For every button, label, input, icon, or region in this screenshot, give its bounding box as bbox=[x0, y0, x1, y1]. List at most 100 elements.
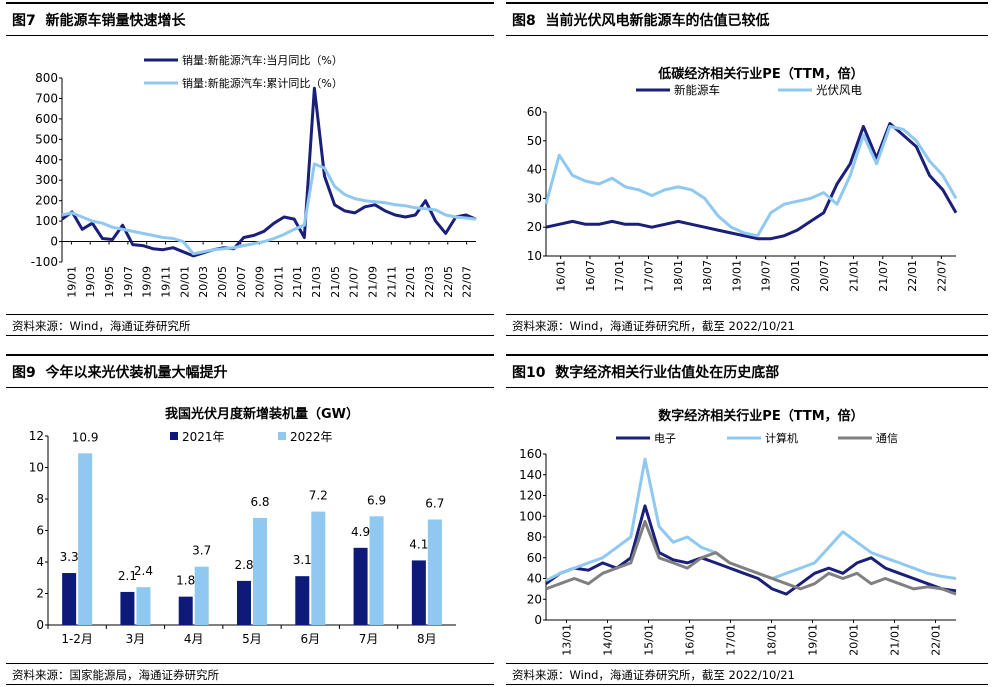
x-tick-label: 20/05 bbox=[216, 266, 229, 298]
x-tick-label: 19/01 bbox=[730, 260, 743, 292]
x-tick-label: 19/03 bbox=[84, 266, 97, 298]
y-tick-label: 40 bbox=[527, 572, 542, 586]
chart-fig9: 我国光伏月度新增装机量（GW） 0 2 4 6 8 10 12 1-2月 3.3 10.9 3月 2.1… bbox=[29, 406, 456, 646]
data-label: 4.1 bbox=[409, 537, 428, 551]
bar-2021 bbox=[411, 560, 426, 625]
data-label: 6.9 bbox=[367, 493, 386, 507]
y-tick-label: -100 bbox=[31, 255, 58, 269]
chart-title: 我国光伏月度新增装机量（GW） bbox=[165, 406, 359, 422]
y-tick-label: 100 bbox=[35, 214, 58, 228]
x-tick-label: 20/07 bbox=[235, 266, 248, 298]
data-label: 10.9 bbox=[72, 430, 99, 444]
x-tick-label: 7月 bbox=[359, 632, 379, 646]
legend-label: 销量:新能源汽车:当月同比（%） bbox=[182, 53, 343, 67]
y-tick-label: 60 bbox=[527, 105, 542, 119]
x-tick-label: 1-2月 bbox=[61, 632, 93, 646]
bar-2021 bbox=[62, 573, 77, 625]
data-label: 1.8 bbox=[176, 574, 195, 588]
x-tick-label: 22/01 bbox=[930, 624, 943, 656]
legend-label: 销量:新能源汽车:累计同比（%） bbox=[182, 76, 343, 90]
bar-2022 bbox=[136, 587, 151, 625]
y-tick-label: 0 bbox=[36, 618, 44, 632]
x-tick-label: 19/07 bbox=[122, 266, 135, 298]
source-text: 资料来源：国家能源局，海通证券研究所 bbox=[12, 668, 219, 682]
x-tick-label: 5月 bbox=[242, 632, 262, 646]
legend-label: 2022年 bbox=[290, 430, 333, 444]
x-tick-label: 16/01 bbox=[555, 260, 568, 292]
x-tick-label: 19/01 bbox=[65, 266, 78, 298]
fig-label: 图8 bbox=[512, 13, 536, 29]
y-tick-label: 6 bbox=[36, 524, 44, 538]
bar-2022 bbox=[78, 453, 93, 625]
y-tick-label: 50 bbox=[527, 134, 542, 148]
x-tick-label: 20/01 bbox=[848, 624, 861, 656]
source-bar: 资料来源：国家能源局，海通证券研究所 bbox=[6, 663, 494, 685]
x-tick-label: 21/05 bbox=[329, 266, 342, 298]
x-tick-label: 20/01 bbox=[789, 260, 802, 292]
fig-title: 数字经济相关行业估值处在历史底部 bbox=[555, 365, 780, 381]
data-label: 6.7 bbox=[425, 496, 444, 510]
panel-header: 图9 今年以来光伏装机量大幅提升 bbox=[6, 354, 494, 388]
y-tick-label: 300 bbox=[35, 173, 58, 187]
legend-label: 2021年 bbox=[182, 430, 225, 444]
x-tick-label: 17/07 bbox=[643, 260, 656, 292]
x-tick-label: 21/01 bbox=[291, 266, 304, 298]
legend-swatch bbox=[278, 432, 286, 440]
y-tick-label: 10 bbox=[29, 461, 44, 475]
x-tick-label: 21/09 bbox=[367, 266, 380, 298]
legend-label: 通信 bbox=[876, 432, 898, 445]
bar-2022 bbox=[311, 511, 326, 625]
fig-label: 图10 bbox=[512, 365, 546, 381]
panel-header: 图8 当前光伏风电新能源车的估值已较低 bbox=[506, 2, 988, 36]
x-tick-label: 19/05 bbox=[103, 266, 116, 298]
y-tick-label: 600 bbox=[35, 112, 58, 126]
x-tick-label: 21/03 bbox=[310, 266, 323, 298]
panel-fig10: 图10 数字经济相关行业估值处在历史底部 数字经济相关行业PE（TTM，倍） 0 2… bbox=[506, 354, 988, 685]
x-tick-label: 18/07 bbox=[701, 260, 714, 292]
fig-label: 图9 bbox=[12, 365, 36, 381]
y-tick-label: 20 bbox=[527, 592, 542, 606]
x-tick-label: 16/07 bbox=[584, 260, 597, 292]
source-text: 资料来源：Wind，海通证券研究所，截至 2022/10/21 bbox=[512, 668, 795, 682]
x-tick-label: 21/07 bbox=[348, 266, 361, 298]
x-tick-label: 19/09 bbox=[141, 266, 154, 298]
data-label: 3.3 bbox=[60, 550, 79, 564]
x-tick-label: 20/11 bbox=[272, 266, 285, 298]
data-label: 2.8 bbox=[234, 558, 253, 572]
x-tick-label: 22/01 bbox=[906, 260, 919, 292]
legend-label: 电子 bbox=[654, 432, 676, 445]
source-bar: 资料来源：Wind，海通证券研究所 bbox=[6, 314, 494, 336]
x-tick-label: 17/01 bbox=[725, 624, 738, 656]
source-text: 资料来源：Wind，海通证券研究所，截至 2022/10/21 bbox=[512, 319, 795, 333]
chart-title: 低碳经济相关行业PE（TTM，倍） bbox=[657, 66, 863, 82]
x-tick-label: 4月 bbox=[184, 632, 204, 646]
legend-swatch bbox=[170, 432, 178, 440]
y-tick-label: 4 bbox=[36, 555, 44, 569]
legend-label: 光伏风电 bbox=[816, 83, 862, 97]
data-label: 3.1 bbox=[293, 553, 312, 567]
panel-fig9: 图9 今年以来光伏装机量大幅提升 我国光伏月度新增装机量（GW） 0 2 4 6 8 10 1… bbox=[6, 354, 494, 685]
y-tick-label: 0 bbox=[534, 613, 542, 627]
y-tick-label: 10 bbox=[527, 249, 542, 263]
y-tick-label: 60 bbox=[527, 551, 542, 565]
data-label: 2.1 bbox=[118, 569, 137, 583]
bar-2021 bbox=[178, 596, 193, 625]
x-tick-label: 3月 bbox=[126, 632, 146, 646]
series-line-3 bbox=[545, 519, 957, 596]
x-tick-label: 22/07 bbox=[461, 266, 474, 298]
y-tick-label: 80 bbox=[527, 530, 542, 544]
x-tick-label: 19/01 bbox=[807, 624, 820, 656]
data-label: 7.2 bbox=[309, 489, 328, 503]
y-tick-label: 8 bbox=[36, 492, 44, 506]
bar-2022 bbox=[194, 566, 209, 625]
data-label: 2.4 bbox=[134, 564, 153, 578]
data-label: 3.7 bbox=[192, 544, 211, 558]
fig-title: 当前光伏风电新能源车的估值已较低 bbox=[545, 13, 770, 29]
x-tick-label: 18/01 bbox=[672, 260, 685, 292]
y-tick-label: 400 bbox=[35, 153, 58, 167]
legend-label: 新能源车 bbox=[674, 83, 720, 97]
y-tick-label: 140 bbox=[519, 468, 542, 482]
x-tick-label: 19/11 bbox=[160, 266, 173, 298]
x-tick-label: 15/01 bbox=[643, 624, 656, 656]
y-tick-label: 12 bbox=[29, 429, 44, 443]
